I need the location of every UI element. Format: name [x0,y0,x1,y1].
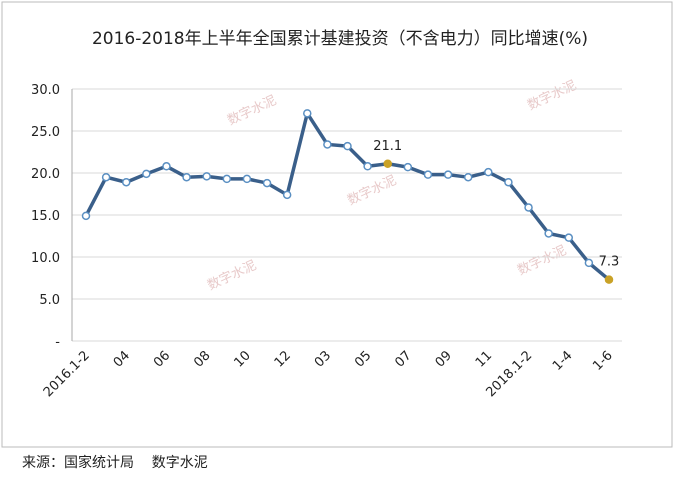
data-point [564,233,574,242]
data-point [584,258,594,268]
data-point [524,203,533,212]
chart-title: 2016-2018年上半年全国累计基建投资（不含电力）同比增速(%) [92,29,588,49]
y-tick-label: 5.0 [39,293,60,308]
data-point [323,140,332,149]
data-point [303,109,312,118]
y-tick-label: 20.0 [31,167,60,182]
y-tick-label: 10.0 [31,251,60,266]
data-point [121,177,131,187]
data-point [343,141,352,151]
data-point [262,178,272,188]
source-note: 来源：国家统计局 数字水泥 [22,454,208,471]
y-tick-label: 15.0 [31,209,60,224]
data-point [403,162,413,172]
data-point [202,172,211,181]
data-point [484,167,493,177]
data-point [242,174,252,184]
data-point [383,159,392,169]
data-point [423,170,433,179]
y-tick-label: - [55,335,60,350]
y-tick-label: 25.0 [31,125,60,140]
data-point [142,169,151,179]
data-point [182,172,191,182]
chart-frame [1,1,673,448]
data-point [544,229,553,238]
data-point [222,174,232,184]
data-label: 21.1 [373,139,402,154]
data-point [504,177,513,187]
data-label: 7.3 [599,255,620,270]
data-point [282,190,292,200]
data-point [463,172,473,182]
data-point [101,172,111,182]
data-point [604,275,614,284]
data-point [443,170,453,179]
y-tick-label: 30.0 [31,83,60,98]
data-point [162,162,171,171]
data-point [81,211,91,221]
data-point [363,162,372,171]
